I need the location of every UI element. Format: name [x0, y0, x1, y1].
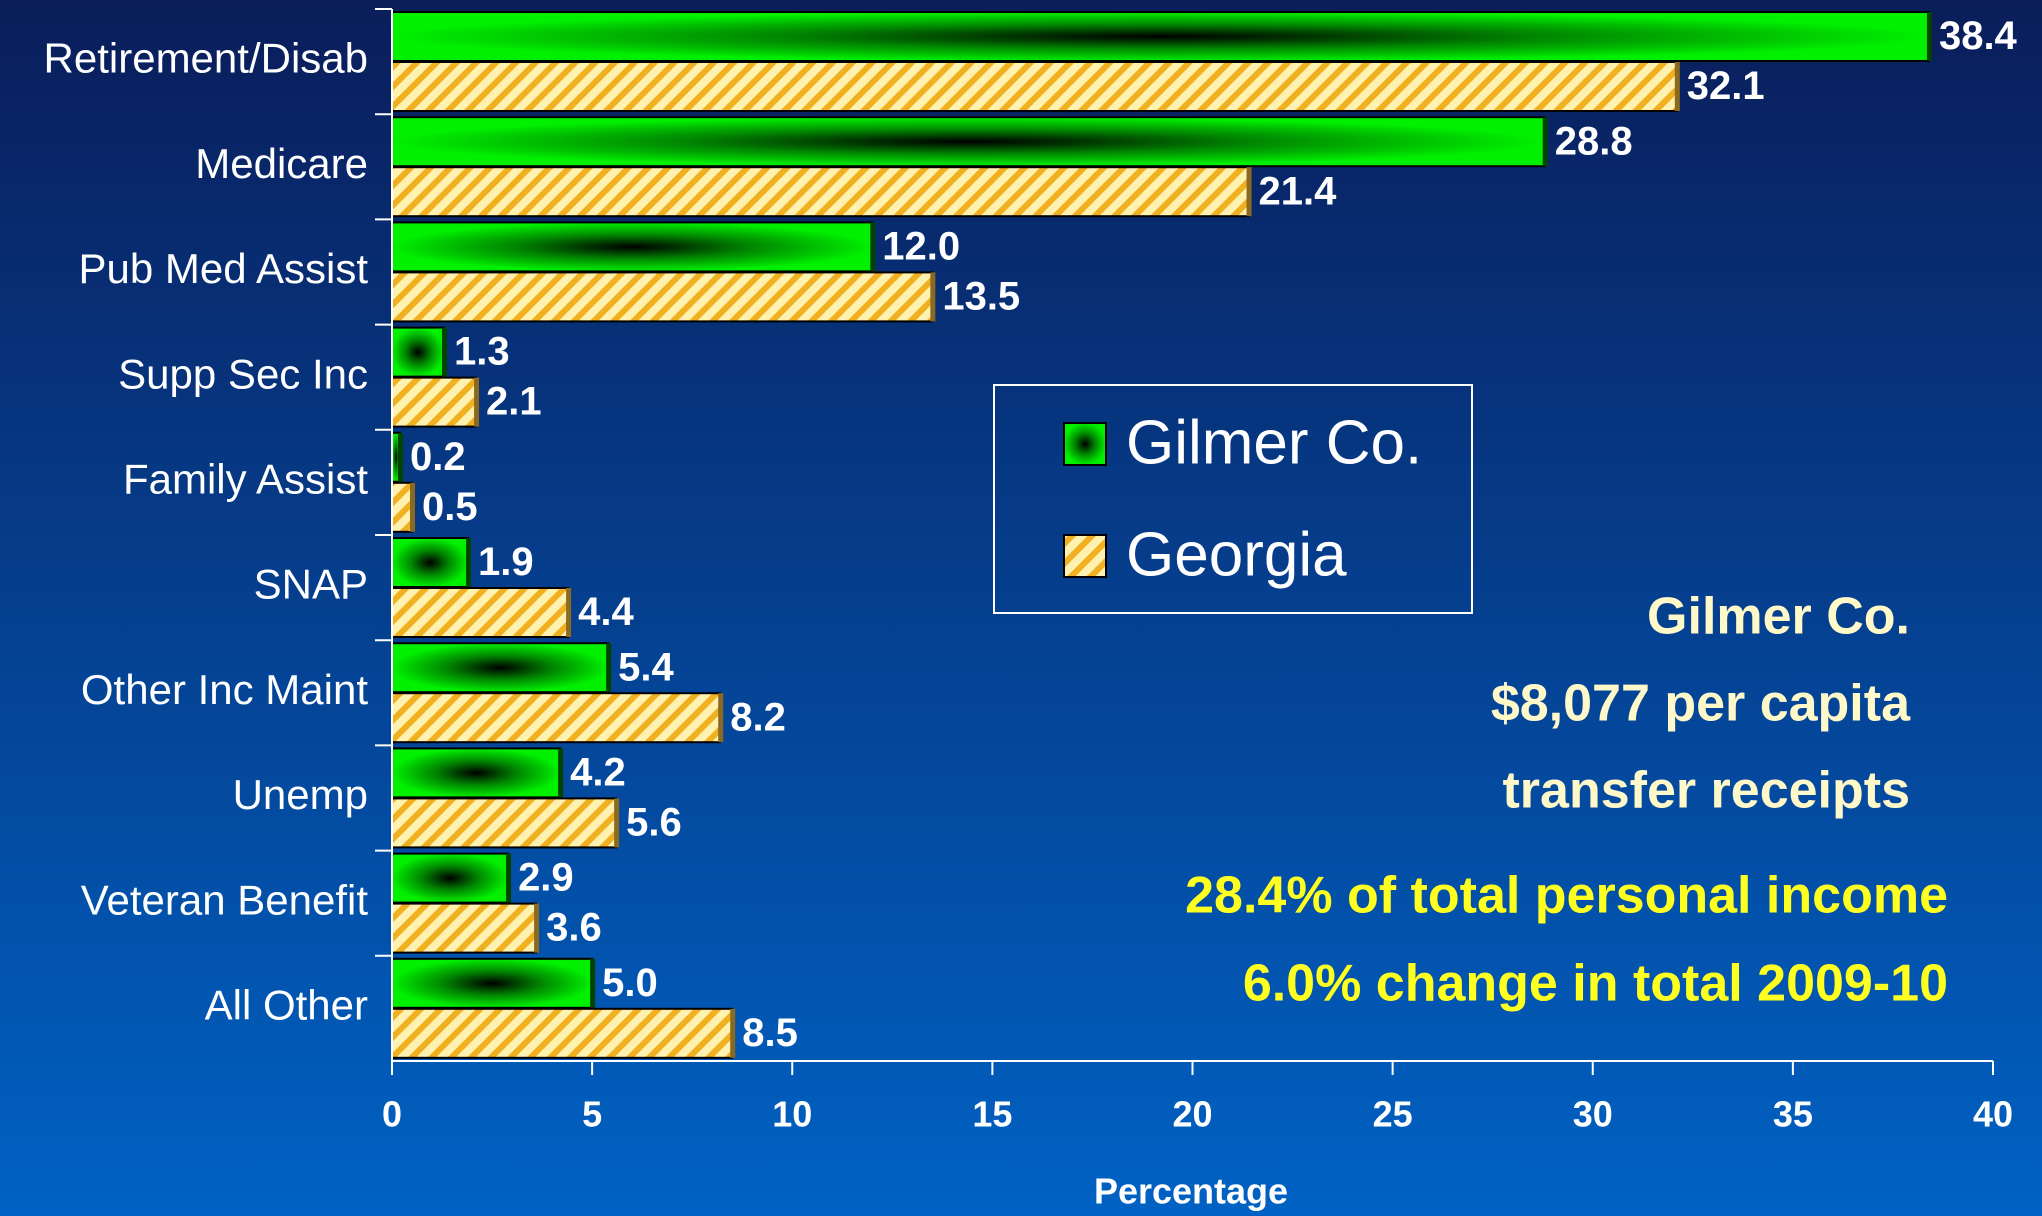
x-tick-label: 25	[1373, 1094, 1413, 1135]
bar-edge	[1926, 12, 1932, 61]
x-tick-label: 15	[972, 1094, 1012, 1135]
value-label: 8.2	[730, 695, 786, 739]
bar	[391, 376, 478, 428]
bar-edge	[558, 748, 564, 798]
bar	[391, 797, 618, 849]
value-label: 21.4	[1259, 169, 1338, 213]
bar-edge	[410, 482, 416, 532]
bar	[391, 1007, 734, 1059]
category-label: All Other	[205, 981, 368, 1028]
bar	[391, 116, 1546, 168]
annotation: Gilmer Co.	[1647, 588, 1910, 646]
category-label: SNAP	[254, 561, 368, 608]
value-label: 8.5	[742, 1011, 798, 1055]
bar-edge	[1674, 62, 1680, 111]
value-label: 1.9	[478, 540, 534, 584]
bar	[391, 11, 1930, 62]
value-label: 4.4	[578, 590, 634, 634]
value-label: 0.2	[410, 435, 466, 479]
bar	[391, 61, 1678, 112]
category-label: Pub Med Assist	[79, 245, 369, 292]
x-tick-label: 20	[1172, 1094, 1212, 1135]
value-label: 5.4	[618, 645, 674, 689]
bar-edge	[534, 903, 540, 953]
x-tick-label: 35	[1773, 1094, 1813, 1135]
x-axis-title: Percentage	[1094, 1171, 1288, 1212]
category-label: Family Assist	[123, 455, 368, 502]
value-label: 0.5	[422, 485, 478, 529]
legend-swatch	[1063, 534, 1107, 578]
bar-edge	[442, 327, 448, 377]
bar-edge	[606, 643, 612, 693]
bar-edge	[1542, 117, 1548, 167]
x-tick-label: 0	[382, 1094, 402, 1135]
bar	[391, 902, 538, 954]
bar	[391, 852, 510, 904]
value-label: 28.8	[1555, 119, 1633, 163]
value-label: 4.2	[570, 750, 626, 794]
bar-edge	[590, 958, 596, 1008]
category-label: Other Inc Maint	[81, 666, 368, 713]
legend-swatch	[1063, 422, 1107, 466]
category-label: Supp Sec Inc	[118, 350, 368, 397]
value-label: 5.0	[602, 961, 658, 1005]
bar	[391, 642, 610, 694]
bar	[391, 481, 414, 533]
annotation: 28.4% of total personal income	[1185, 867, 1948, 925]
bar	[391, 326, 446, 378]
value-label: 3.6	[546, 906, 602, 950]
x-tick-label: 5	[582, 1094, 602, 1135]
bar-edge	[930, 272, 936, 322]
bar-edge	[1246, 167, 1252, 217]
annotation: 6.0% change in total 2009-10	[1243, 955, 1948, 1013]
category-label: Unemp	[233, 771, 368, 818]
bar	[391, 957, 594, 1009]
legend-box	[993, 384, 1473, 614]
value-label: 2.9	[518, 856, 574, 900]
bar-edge	[466, 538, 472, 587]
category-label: Veteran Benefit	[81, 876, 369, 923]
bar	[391, 221, 874, 273]
value-label: 13.5	[942, 274, 1020, 318]
bar-edge	[566, 588, 572, 637]
category-label: Medicare	[195, 140, 368, 187]
legend-label: Gilmer Co.	[1126, 408, 1422, 477]
bar	[391, 587, 570, 638]
category-label: Retirement/Disab	[44, 35, 368, 82]
bar	[391, 692, 722, 744]
bar-edge	[730, 1008, 736, 1058]
annotation: transfer receipts	[1502, 762, 1910, 820]
x-tick-label: 40	[1973, 1094, 2013, 1135]
bar-edge	[870, 222, 876, 272]
bar-edge	[506, 853, 512, 903]
value-label: 32.1	[1687, 64, 1765, 108]
bar-edge	[474, 377, 480, 427]
bar	[391, 166, 1250, 218]
x-tick-label: 30	[1573, 1094, 1613, 1135]
annotation: $8,077 per capita	[1491, 675, 1911, 733]
value-label: 5.6	[626, 800, 682, 844]
value-label: 12.0	[882, 224, 960, 268]
legend-label: Georgia	[1126, 520, 1347, 589]
bar-edge	[398, 432, 404, 482]
bar	[391, 537, 470, 588]
value-label: 38.4	[1939, 14, 2018, 58]
bar-edge	[718, 693, 724, 743]
bar-edge	[614, 798, 620, 848]
bar	[391, 271, 934, 323]
x-tick-label: 10	[772, 1094, 812, 1135]
value-label: 2.1	[486, 380, 542, 424]
value-label: 1.3	[454, 330, 510, 374]
bar	[391, 747, 562, 799]
